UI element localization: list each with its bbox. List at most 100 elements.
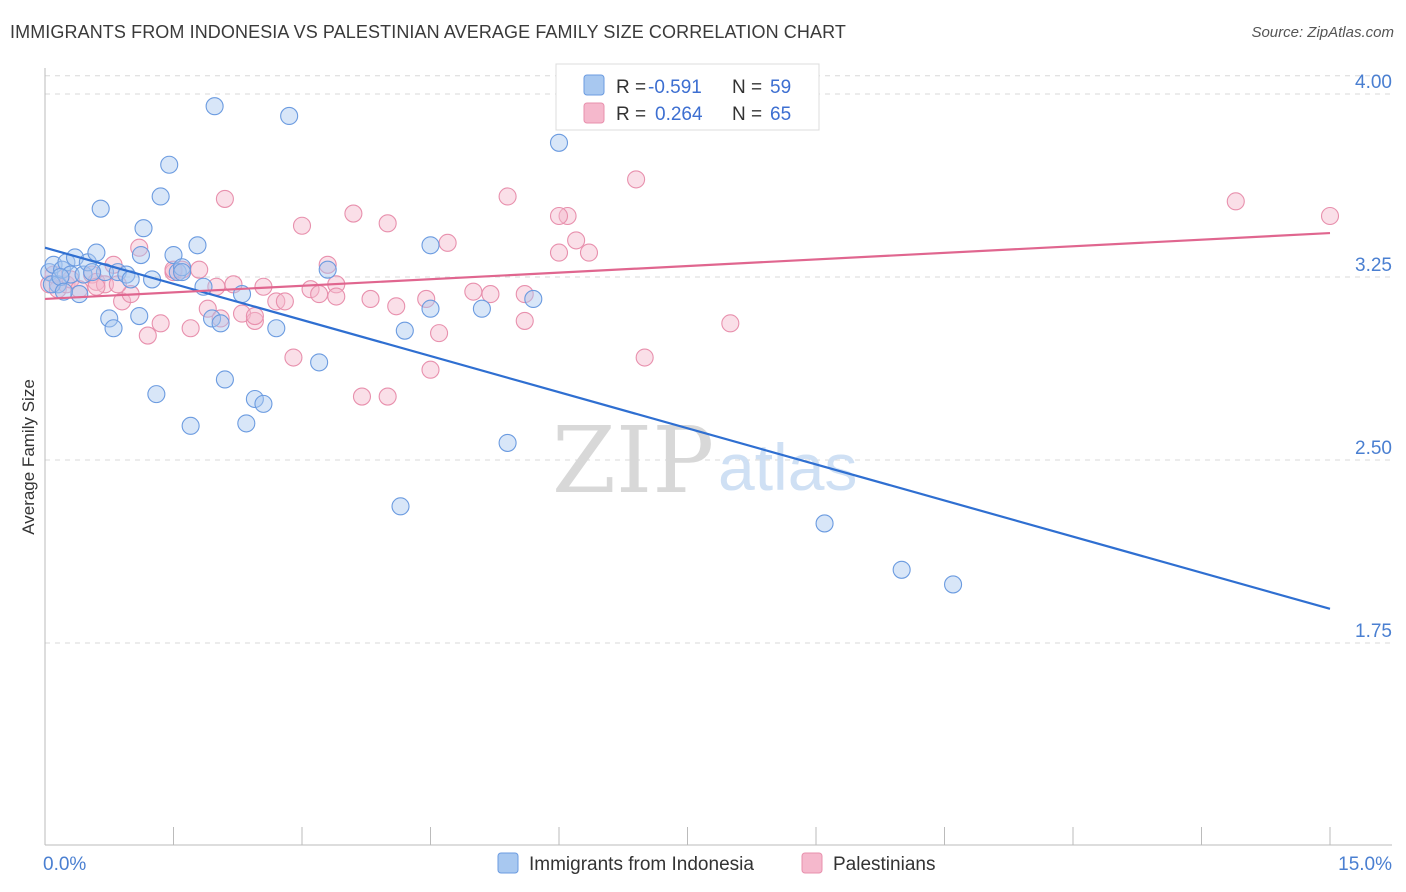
- palestinians-point: [190, 260, 209, 279]
- watermark-zip: ZIP: [552, 407, 714, 514]
- indonesia-point: [205, 97, 224, 116]
- palestinians-point: [310, 285, 329, 304]
- palestinians-point: [318, 255, 337, 274]
- indonesia-point: [181, 416, 200, 435]
- indonesia-point: [549, 133, 569, 152]
- legend-correlation: R = -0.591 N = 59 R = 0.264 N = 65: [555, 63, 820, 131]
- palestinians-point: [498, 187, 517, 206]
- indonesia-point: [83, 263, 102, 282]
- indonesia-point: [203, 309, 222, 328]
- y-tick-label: 2.50: [1355, 438, 1392, 459]
- palestinians-point: [417, 289, 436, 309]
- palestinians-point: [579, 243, 599, 262]
- legend-swatch-pink: [583, 102, 605, 124]
- palestinians-point: [181, 319, 200, 338]
- legend-bottom-label-palestinians: Palestinians: [833, 854, 935, 875]
- legend-bottom-label-indonesia: Immigrants from Indonesia: [529, 854, 754, 875]
- indonesia-point: [254, 394, 273, 413]
- indonesia-point: [173, 263, 192, 282]
- legend-swatch-blue: [583, 74, 605, 96]
- palestinians-point: [378, 214, 397, 233]
- indonesia-point: [892, 560, 911, 579]
- axes: [44, 68, 1392, 846]
- indonesia-point: [48, 275, 67, 294]
- indonesia-point: [310, 353, 329, 372]
- y-tick-label: 1.75: [1355, 621, 1392, 642]
- palestinians-point: [635, 348, 654, 367]
- indonesia-point: [100, 309, 119, 328]
- legend-r-value-2: 0.264: [655, 104, 703, 125]
- palestinians-point: [198, 299, 217, 318]
- indonesia-point: [91, 199, 110, 218]
- palestinians-point: [549, 206, 569, 226]
- palestinians-point: [438, 233, 457, 252]
- palestinians-point: [1226, 192, 1245, 211]
- palestinians-point: [430, 324, 449, 343]
- palestinians-point: [245, 306, 264, 326]
- gridlines: [45, 75, 1392, 644]
- palestinians-trend-line: [44, 231, 1331, 301]
- indonesia-point: [130, 306, 149, 326]
- palestinians-point: [387, 297, 406, 316]
- indonesia-point: [280, 106, 299, 126]
- palestinians-point: [361, 289, 380, 309]
- palestinians-point: [1320, 206, 1340, 226]
- palestinians-point: [292, 216, 312, 235]
- indonesia-point: [147, 385, 166, 404]
- indonesia-point: [87, 243, 106, 262]
- indonesia-point: [160, 155, 179, 174]
- y-tick-label: 4.00: [1355, 72, 1392, 93]
- indonesia-point: [151, 187, 170, 206]
- palestinians-point: [215, 189, 234, 208]
- y-tick-label: 3.25: [1355, 255, 1392, 276]
- palestinians-point: [378, 387, 397, 406]
- indonesia-point: [472, 299, 491, 318]
- palestinians-point: [138, 326, 157, 345]
- indonesia-point: [498, 433, 517, 452]
- palestinians-point: [627, 170, 646, 189]
- legend-r-label-2: R =: [616, 104, 646, 125]
- indonesia-point: [134, 219, 153, 238]
- indonesia-point: [215, 370, 234, 389]
- x-tick-labels: 0.0% 15.0%: [43, 854, 1392, 875]
- indonesia-point: [54, 282, 73, 301]
- palestinians-points: [40, 170, 1340, 406]
- indonesia-point: [51, 267, 70, 287]
- palestinians-point: [344, 204, 363, 223]
- indonesia-points: [40, 97, 963, 594]
- indonesia-point: [421, 299, 440, 318]
- legend-bottom-swatch-indonesia: [497, 852, 519, 874]
- palestinians-point: [481, 285, 500, 304]
- indonesia-point: [188, 236, 207, 255]
- chart-title: IMMIGRANTS FROM INDONESIA VS PALESTINIAN…: [10, 22, 846, 42]
- legend-r-value-1: -0.591: [648, 77, 702, 98]
- palestinians-point: [515, 285, 534, 304]
- indonesia-trend-line: [44, 246, 1331, 610]
- legend-r-label-1: R =: [616, 77, 646, 98]
- indonesia-point: [391, 497, 410, 516]
- indonesia-point: [815, 514, 834, 533]
- legend-n-label-2: N =: [732, 104, 762, 125]
- indonesia-point: [524, 289, 543, 309]
- palestinians-point: [567, 231, 586, 250]
- indonesia-point: [245, 389, 264, 409]
- indonesia-point: [104, 319, 123, 338]
- legend-n-value-1: 59: [770, 77, 791, 98]
- legend-n-value-2: 65: [770, 104, 791, 125]
- x-tick-label: 15.0%: [1338, 854, 1392, 875]
- legend-series: Immigrants from Indonesia Palestinians: [497, 852, 935, 875]
- watermark-atlas: atlas: [718, 430, 857, 504]
- y-axis-label: Average Family Size: [19, 379, 38, 535]
- palestinians-point: [275, 292, 294, 311]
- palestinians-point: [130, 238, 149, 257]
- x-tick-label: 0.0%: [43, 854, 86, 875]
- palestinians-point: [284, 348, 303, 367]
- palestinians-point: [421, 360, 440, 379]
- palestinians-point: [515, 311, 534, 330]
- palestinians-point: [327, 287, 346, 306]
- indonesia-point: [395, 321, 414, 340]
- indonesia-point: [131, 245, 150, 265]
- chart-source: Source: ZipAtlas.com: [1251, 24, 1394, 41]
- indonesia-point: [944, 575, 963, 594]
